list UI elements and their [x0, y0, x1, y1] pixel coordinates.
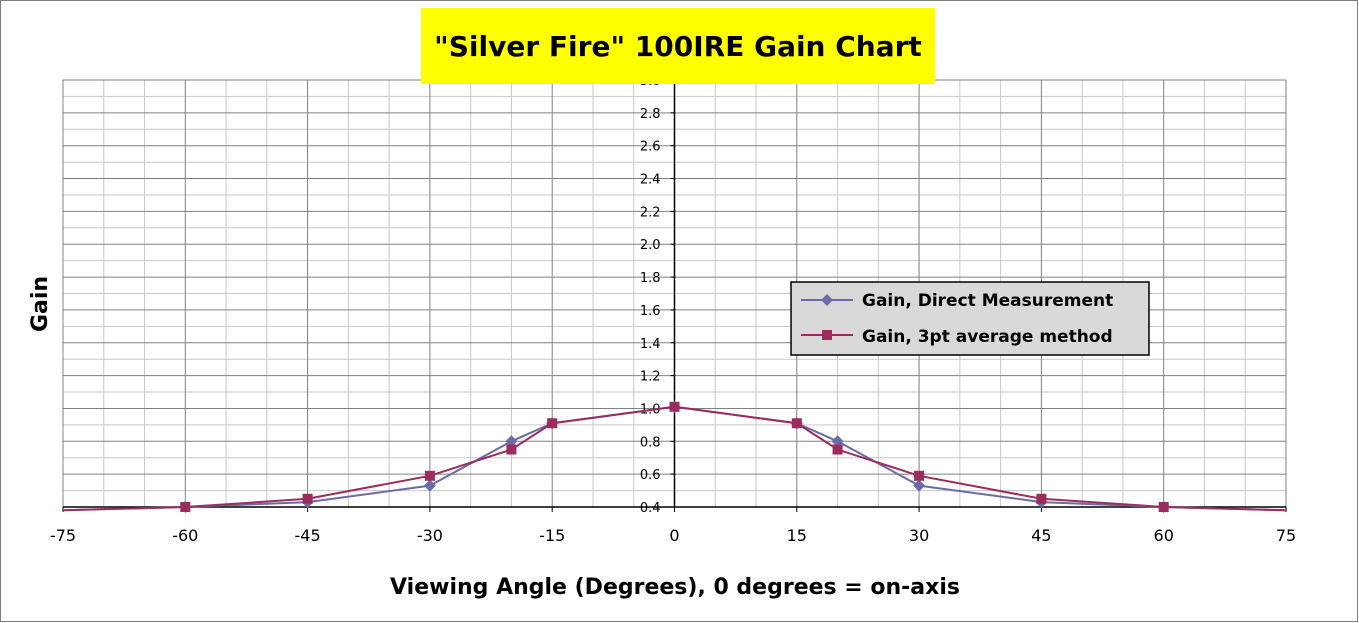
data-point-average: [1036, 493, 1047, 504]
data-point-average: [1158, 502, 1169, 512]
x-tick-labels: -75 -60 -45 -30 -15 0 15 30 45 60 75: [50, 526, 1296, 545]
data-point-average: [914, 470, 925, 481]
chart-title-text: "Silver Fire" 100IRE Gain Chart: [434, 30, 922, 63]
legend-marker-direct: [821, 294, 833, 306]
x-tick-label: -60: [172, 526, 198, 545]
axes: [62, 79, 1287, 512]
legend-marker-average: [822, 330, 832, 340]
x-tick-label: -30: [417, 526, 443, 545]
data-point-direct: [423, 479, 436, 492]
legend-label-average: Gain, 3pt average method: [862, 327, 1113, 347]
data-point-average: [506, 444, 517, 455]
legend-label-direct: Gain, Direct Measurement: [862, 291, 1113, 311]
y-tick-label: 2.8: [640, 107, 661, 122]
x-tick-label: -15: [539, 526, 565, 545]
legend-box: [790, 281, 1150, 356]
x-tick-label: -75: [50, 526, 76, 545]
x-tick-label: 45: [1031, 526, 1051, 545]
x-tick-label: 60: [1154, 526, 1174, 545]
data-point-average: [832, 444, 843, 455]
data-point-average: [669, 401, 680, 412]
y-axis-label: Gain: [28, 276, 53, 332]
y-tick-label: 0.6: [640, 468, 661, 483]
y-tick-label: 0.8: [640, 435, 661, 450]
x-tick-label: 0: [669, 526, 679, 545]
chart-title: "Silver Fire" 100IRE Gain Chart: [421, 8, 935, 84]
data-point-average: [180, 502, 191, 512]
y-tick-label: 0.4: [640, 501, 661, 516]
data-point-average: [547, 418, 558, 429]
y-tick-label: 1.6: [640, 304, 661, 319]
y-tick-label: 1.2: [640, 370, 661, 385]
y-tick-label: 1.4: [640, 337, 661, 352]
data-point-direct: [831, 435, 844, 448]
data-point-average: [424, 470, 435, 481]
y-tick-label: 2.6: [640, 140, 661, 155]
data-point-average: [791, 418, 802, 429]
series-group: [62, 400, 1287, 513]
y-tick-label: 2.2: [640, 205, 661, 220]
data-point-direct: [505, 435, 518, 448]
x-tick-label: -45: [295, 526, 321, 545]
y-tick-label: 2.4: [640, 173, 661, 188]
x-axis-label: Viewing Angle (Degrees), 0 degrees = on-…: [390, 575, 960, 600]
x-tick-label: 15: [787, 526, 807, 545]
chart-title-background: [421, 8, 935, 84]
data-point-direct: [913, 479, 926, 492]
y-tick-label: 2.0: [640, 238, 661, 253]
legend: Gain, Direct Measurement Gain, 3pt avera…: [790, 281, 1150, 356]
x-tick-label: 75: [1276, 526, 1296, 545]
x-tick-label: 30: [909, 526, 929, 545]
data-point-average: [302, 493, 313, 504]
y-tick-label: 1.8: [640, 271, 661, 286]
